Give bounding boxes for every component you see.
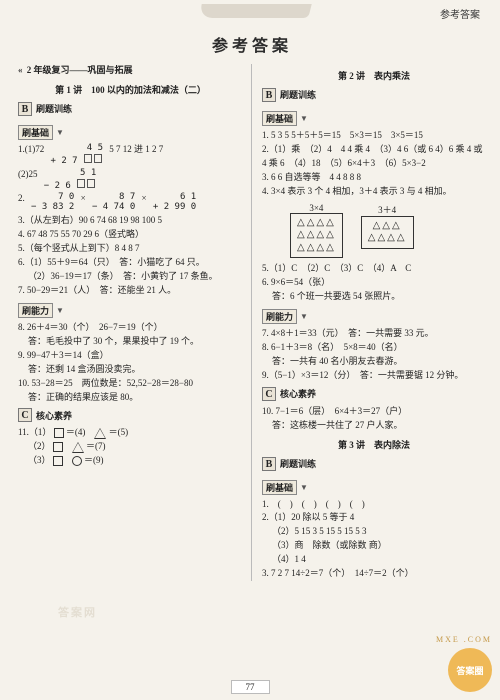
b-section-heading-r: B 刷题训练: [262, 88, 486, 102]
r8b: 答：一共有 40 名小朋友去春游。: [262, 355, 486, 369]
q1-1: 1.(1)72 4 5 + 2 7 5 7 12 进 1 2 7: [18, 143, 243, 168]
r1: 1. 5 3 5 5＋5＋5＝15 5×3＝15 3×5＝15: [262, 129, 486, 143]
triangle-outline-icon: [94, 428, 106, 439]
watermark-url: MXE .COM: [436, 635, 492, 644]
triangle-icon: ▼: [300, 114, 308, 123]
two-column-layout: « 2 年级复习——巩固与拓展 第 1 讲 100 以内的加法和减法（二） B …: [18, 64, 486, 581]
line3: 3.（从左到右）90 6 74 68 19 98 100 5: [18, 214, 243, 228]
page-number: 77: [231, 680, 270, 694]
triangle-boxes: 3×4 △△△△ △△△△ △△△△ 3＋4 △△△ △△△△: [290, 203, 486, 259]
line10: 10. 53−28＝25 两位数是：52,52−28＝28−80: [18, 377, 243, 391]
badge-c-icon: C: [262, 387, 276, 401]
r6b: 答：6 个班一共要选 54 张照片。: [262, 290, 486, 304]
q11-1: 11.（1） ＝(4) ＝(5): [18, 426, 243, 440]
ability-box: 刷能力: [18, 303, 53, 318]
right-column: 第 2 讲 表内乘法 B 刷题训练 刷基础 ▼ 1. 5 3 5 5＋5＋5＝1…: [252, 64, 486, 581]
r6: 6. 9×6＝54（张）: [262, 276, 486, 290]
circle-icon: [72, 456, 82, 466]
subsection-basics: 刷基础 ▼: [18, 125, 64, 140]
line7: 7. 50−29＝21（人） 答：还能坐 21 人。: [18, 284, 243, 298]
d3: 3. 7 2 7 14÷2＝7（个） 14÷7＝2（个）: [262, 567, 486, 581]
badge-b-icon: B: [18, 102, 32, 116]
vert-add-1: 4 5 + 2 7: [51, 144, 104, 167]
q11-2: （2） ＝(7): [18, 440, 243, 454]
line6: 6.（1）55＋9＝64（只） 答：小猫吃了 64 只。: [18, 256, 243, 270]
r5: 5.（1）C （2）C （3）C （4）A C: [262, 262, 486, 276]
line8: 8. 26＋4＝30（个） 26−7＝19（个）: [18, 321, 243, 335]
c-label-r: 核心素养: [280, 387, 316, 400]
subsection-basics-r2: 刷基础 ▼: [262, 480, 308, 495]
lecture2-title: 第 2 讲 表内乘法: [262, 70, 486, 84]
square-icon: [53, 442, 63, 452]
r7: 7. 4×8＋1＝33（元） 答：一共需要 33 元。: [262, 327, 486, 341]
q2-row: 2. 7 0− 3 83 2 × 8 7− 4 74 0 × 6 1+ 2 99…: [18, 192, 243, 214]
subsection-ability: 刷能力 ▼: [18, 303, 64, 318]
footer: 77: [0, 680, 500, 694]
c-section-heading: C 核心素养: [18, 408, 243, 422]
b-label-r: 刷题训练: [280, 88, 316, 101]
vert-sub-1: 5 1 − 2 6: [44, 169, 97, 192]
b-section-heading-r2: B 刷题训练: [262, 457, 486, 471]
b-label-r2: 刷题训练: [280, 457, 316, 470]
square-icon: [54, 428, 64, 438]
line6b: （2）36−19＝17（条） 答：小黄钓了 17 条鱼。: [18, 270, 243, 284]
line9: 9. 99−47＋3＝14（盒）: [18, 349, 243, 363]
b-label: 刷题训练: [36, 102, 72, 115]
r4: 4. 3×4 表示 3 个 4 相加，3＋4 表示 3 与 4 相加。: [262, 185, 486, 199]
q1-2: (2)25 5 1 − 2 6: [18, 168, 243, 193]
box-label-r: 3＋4: [361, 203, 414, 216]
d2: 2.（1）20 除以 5 等于 4: [262, 511, 486, 525]
chevron-icon: «: [18, 64, 21, 78]
header-swoosh: [198, 4, 311, 18]
line9b: 答：还剩 14 盒汤圆没卖完。: [18, 363, 243, 377]
watermark-faint: 答案网: [58, 604, 97, 620]
q11-3: （3） ＝(9): [18, 454, 243, 468]
subsection-basics-r: 刷基础 ▼: [262, 111, 308, 126]
line8b: 答：毛毛投中了 30 个，果果投中了 19 个。: [18, 335, 243, 349]
c-label: 核心素养: [36, 409, 72, 422]
lecture1-title: 第 1 讲 100 以内的加法和减法（二）: [18, 84, 243, 98]
d2d: （4）1 4: [262, 553, 486, 567]
left-column: « 2 年级复习——巩固与拓展 第 1 讲 100 以内的加法和减法（二） B …: [18, 64, 252, 581]
triangle-icon: ▼: [300, 483, 308, 492]
d1: 1. ( ) ( ) ( ) ( ): [262, 498, 486, 512]
badge-b-icon: B: [262, 457, 276, 471]
grade-heading: 2 年级复习——巩固与拓展: [27, 65, 133, 75]
triangle-icon: ▼: [56, 306, 64, 315]
b-section-heading: B 刷题训练: [18, 102, 243, 116]
r10b: 答：这栋楼一共住了 27 户人家。: [262, 419, 486, 433]
header-right-label: 参考答案: [440, 6, 480, 21]
line10b: 答：正确的结果应该是 80。: [18, 391, 243, 405]
r10: 10. 7−1＝6（层） 6×4＋3＝27（户）: [262, 405, 486, 419]
badge-c-icon: C: [18, 408, 32, 422]
d2c: （3）商 除数（或除数 商）: [262, 539, 486, 553]
badge-b-icon: B: [262, 88, 276, 102]
box-label-l: 3×4: [290, 203, 343, 213]
triangle-box-right: △△△ △△△△: [361, 216, 414, 249]
line4: 4. 67 48 75 55 70 29 6（竖式略）: [18, 228, 243, 242]
r2: 2.（1）乘 （2）4 4 4 乘 4 （3）4 6（或 6 4）6 乘 4 或…: [262, 143, 486, 171]
triangle-icon: ▼: [300, 312, 308, 321]
page-title: 参考答案: [18, 32, 486, 56]
lecture3-title: 第 3 讲 表内除法: [262, 439, 486, 453]
r8: 8. 6−1＋3＝8（名） 5×8＝40（名）: [262, 341, 486, 355]
r9: 9.（5−1）×3＝12（分） 答：一共需要锯 12 分钟。: [262, 369, 486, 383]
triangle-outline-icon: [72, 442, 84, 453]
d2b: （2）5 15 3 5 15 5 15 5 3: [262, 525, 486, 539]
watermark-badge: 答案圈: [448, 648, 492, 692]
basics-box: 刷基础: [18, 125, 53, 140]
c-section-heading-r: C 核心素养: [262, 387, 486, 401]
triangle-icon: ▼: [56, 128, 64, 137]
triangle-box-left: △△△△ △△△△ △△△△: [290, 213, 343, 259]
r3: 3. 6 6 自选等等 4 4 8 8 8: [262, 171, 486, 185]
line5: 5.（每个竖式从上到下）8 4 8 7: [18, 242, 243, 256]
square-icon: [53, 456, 63, 466]
subsection-ability-r: 刷能力 ▼: [262, 309, 308, 324]
